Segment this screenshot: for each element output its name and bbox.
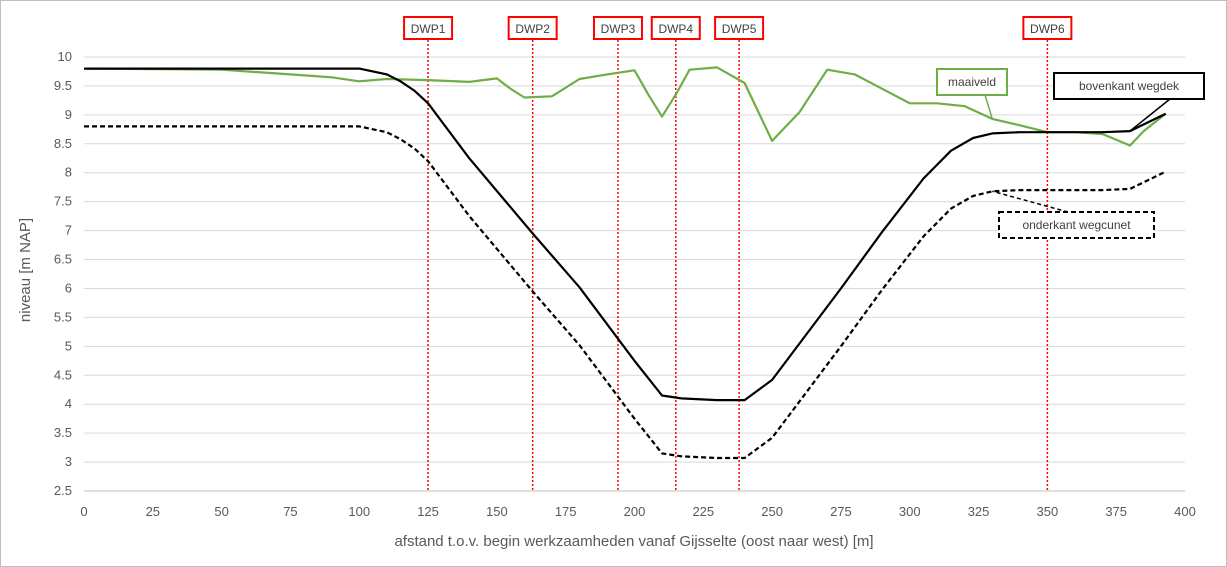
x-axis-title: afstand t.o.v. begin werkzaamheden vanaf… — [394, 533, 873, 550]
annotation-box — [936, 68, 1008, 96]
x-tick-label: 100 — [348, 504, 370, 519]
y-tick-label: 2.5 — [54, 483, 72, 498]
x-tick-label: 50 — [214, 504, 228, 519]
y-tick-label: 3 — [65, 454, 72, 469]
dwp-label-box — [592, 16, 643, 40]
x-tick-label: 400 — [1174, 504, 1196, 519]
x-tick-label: 175 — [555, 504, 577, 519]
x-tick-label: 250 — [761, 504, 783, 519]
x-tick-label: 0 — [80, 504, 87, 519]
x-tick-label: 225 — [692, 504, 714, 519]
dwp-label: DWP4 — [658, 22, 693, 36]
x-tick-label: 25 — [146, 504, 160, 519]
y-tick-label: 7 — [65, 223, 72, 238]
y-tick-label: 3.5 — [54, 425, 72, 440]
x-tick-label: 275 — [830, 504, 852, 519]
dwp-label-box — [507, 16, 558, 40]
dwp-label-box — [1022, 16, 1073, 40]
x-tick-label: 350 — [1037, 504, 1059, 519]
y-tick-label: 5.5 — [54, 309, 72, 324]
y-tick-label: 9 — [65, 107, 72, 122]
x-tick-label: 150 — [486, 504, 508, 519]
x-tick-label: 75 — [283, 504, 297, 519]
marker-layer: DWP1 DWP2 DWP3 DWP4 DWP5 DWP6 — [403, 16, 1073, 491]
x-tick-label: 200 — [624, 504, 646, 519]
dwp-label: DWP6 — [1030, 22, 1065, 36]
y-tick-label: 7.5 — [54, 194, 72, 209]
annotation-layer: maaiveld bovenkant wegdek onderkant wegcun… — [936, 68, 1205, 239]
y-tick-label: 9.5 — [54, 78, 72, 93]
x-tick-label: 325 — [968, 504, 990, 519]
annotation-leader — [992, 190, 1069, 213]
y-tick-label: 4 — [65, 396, 72, 411]
series-line-3 — [84, 125, 1167, 460]
x-tick-label: 125 — [417, 504, 439, 519]
y-tick-label: 4.5 — [54, 367, 72, 382]
x-tick-label: 375 — [1105, 504, 1127, 519]
dwp-label-box — [403, 16, 454, 40]
series-line-2 — [84, 67, 1167, 402]
y-tick-label: 6 — [65, 280, 72, 295]
dwp-label: DWP2 — [515, 22, 550, 36]
x-tick-label: 300 — [899, 504, 921, 519]
annotation-leader — [984, 94, 994, 120]
y-tick-label: 8 — [65, 165, 72, 180]
series-line-1 — [83, 66, 1167, 147]
dwp-label: DWP3 — [601, 22, 636, 36]
grid-layer — [84, 56, 1185, 492]
annotation-label: bovenkant wegdek — [1079, 79, 1180, 93]
y-tick-label: 10 — [58, 49, 72, 64]
annotation-label: onderkant wegcunet — [1022, 218, 1131, 232]
y-tick-label: 8.5 — [54, 136, 72, 151]
y-tick-label: 6.5 — [54, 252, 72, 267]
dwp-label-box — [650, 16, 701, 40]
dwp-label-box — [714, 16, 765, 40]
y-tick-label: 5 — [65, 338, 72, 353]
series-layer — [83, 66, 1167, 460]
annotation-box — [1053, 72, 1205, 100]
dwp-label: DWP1 — [411, 22, 446, 36]
dwp-label: DWP5 — [722, 22, 757, 36]
annotation-leader — [1129, 98, 1171, 132]
annotation-label: maaiveld — [948, 75, 996, 89]
annotation-box — [998, 211, 1155, 239]
y-axis-title: niveau [m NAP] — [17, 218, 34, 322]
